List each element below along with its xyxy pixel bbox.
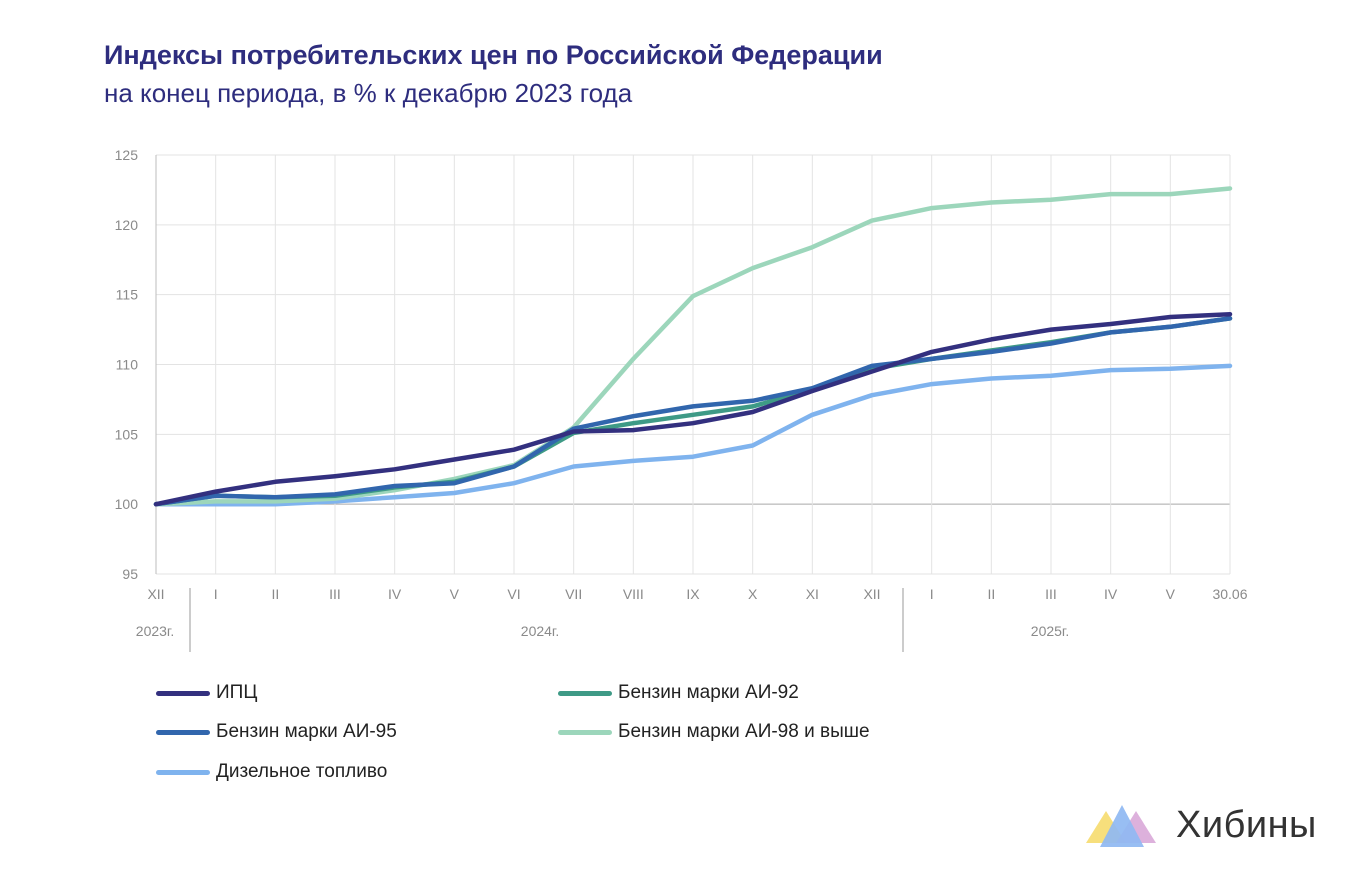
y-tick-label: 115 bbox=[116, 287, 139, 303]
legend-item-cpi: ИПЦ bbox=[156, 682, 257, 704]
brand-name: Хибины bbox=[1176, 803, 1317, 846]
x-tick-label: V bbox=[450, 586, 460, 602]
x-tick-label: I bbox=[214, 586, 218, 602]
legend-swatch-ai92 bbox=[558, 690, 612, 696]
y-tick-label: 110 bbox=[116, 357, 139, 373]
x-tick-label: II bbox=[271, 586, 279, 602]
chart-title: Индексы потребительских цен по Российско… bbox=[104, 40, 883, 70]
legend-swatch-ai95 bbox=[156, 729, 210, 735]
x-group-label: 2024г. bbox=[521, 623, 559, 639]
x-tick-label: II bbox=[987, 586, 995, 602]
legend-swatch-cpi bbox=[156, 690, 210, 696]
chart-subtitle: на конец периода, в % к декабрю 2023 год… bbox=[104, 78, 633, 108]
x-tick-label: XII bbox=[147, 586, 164, 602]
legend-item-ai98: Бензин марки АИ-98 и выше bbox=[558, 721, 870, 743]
legend-label: Бензин марки АИ-98 и выше bbox=[618, 721, 870, 742]
legend-swatch-ai98 bbox=[558, 729, 612, 735]
legend-item-diesel: Дизельное топливо bbox=[156, 761, 387, 783]
x-tick-label: X bbox=[748, 586, 758, 602]
series-line-ai95 bbox=[153, 316, 1233, 507]
x-group-label: 2023г. bbox=[136, 623, 174, 639]
x-tick-label: III bbox=[1045, 586, 1057, 602]
x-tick-label: XI bbox=[806, 586, 819, 602]
mountain-blue bbox=[1100, 805, 1144, 847]
y-tick-label: 95 bbox=[122, 566, 138, 582]
legend-item-ai95: Бензин марки АИ-95 bbox=[156, 721, 397, 743]
y-tick-label: 120 bbox=[115, 217, 139, 233]
x-tick-label: VIII bbox=[623, 586, 644, 602]
x-tick-label: III bbox=[329, 586, 341, 602]
x-tick-label: VII bbox=[565, 586, 582, 602]
brand-logo: Хибины bbox=[1086, 800, 1317, 850]
x-tick-label: IV bbox=[388, 586, 402, 602]
legend-swatch-diesel bbox=[156, 769, 210, 775]
legend-label: Бензин марки АИ-92 bbox=[618, 682, 799, 703]
legend-label: Дизельное топливо bbox=[216, 761, 388, 782]
legend-label: Бензин марки АИ-95 bbox=[216, 721, 397, 742]
y-tick-label: 125 bbox=[115, 147, 139, 163]
x-tick-label: VI bbox=[507, 586, 520, 602]
legend-label: ИПЦ bbox=[216, 682, 258, 703]
x-tick-label: V bbox=[1166, 586, 1176, 602]
x-tick-label: XII bbox=[863, 586, 880, 602]
series-line-ai98 bbox=[153, 186, 1233, 507]
x-tick-label: IX bbox=[686, 586, 700, 602]
y-tick-label: 100 bbox=[115, 496, 139, 512]
x-group-label: 2025г. bbox=[1031, 623, 1069, 639]
mountains-icon bbox=[1086, 805, 1156, 847]
x-tick-label: 30.06 bbox=[1212, 586, 1247, 602]
legend-item-ai92: Бензин марки АИ-92 bbox=[558, 682, 799, 704]
x-tick-label: I bbox=[930, 586, 934, 602]
x-tick-label: IV bbox=[1104, 586, 1118, 602]
series-line-cpi bbox=[153, 311, 1233, 507]
y-tick-label: 105 bbox=[115, 426, 139, 442]
series-line-diesel bbox=[153, 363, 1233, 507]
